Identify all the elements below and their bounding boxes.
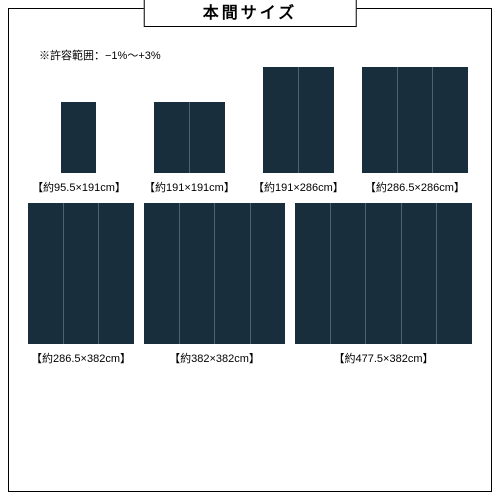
mat: 4.5畳	[362, 67, 468, 173]
mat-panel	[299, 67, 334, 173]
mat-panel	[263, 67, 299, 173]
mat: 6畳	[28, 203, 134, 344]
mat-panel	[433, 67, 468, 173]
size-item: 3畳【約191×286cm】	[253, 67, 344, 195]
size-item: 6畳【約286.5×382cm】	[28, 203, 134, 366]
mat-panel	[144, 203, 180, 344]
row: 6畳【約286.5×382cm】8畳【約382×382cm】10畳【約477.5…	[23, 203, 477, 366]
mat-label: 8畳	[144, 344, 285, 485]
mat-panel	[28, 203, 64, 344]
rows-container: 1畳【約95.5×191cm】2畳【約191×191cm】3畳【約191×286…	[9, 67, 491, 366]
mat: 10畳	[295, 203, 472, 344]
size-item: 4.5畳【約286.5×286cm】	[362, 67, 468, 195]
mat-panel	[295, 203, 331, 344]
mat-panel	[366, 203, 402, 344]
mat-panel	[61, 102, 96, 173]
mat-panel	[154, 102, 190, 173]
chart-frame: 本間サイズ ※許容範囲：−1%〜+3% 1畳【約95.5×191cm】2畳【約1…	[8, 8, 492, 492]
mat-panel	[215, 203, 251, 344]
mat: 8畳	[144, 203, 285, 344]
mat: 1畳	[61, 102, 96, 173]
size-item: 1畳【約95.5×191cm】	[32, 102, 126, 195]
size-item: 2畳【約191×191cm】	[144, 102, 235, 195]
size-item: 8畳【約382×382cm】	[144, 203, 285, 366]
mat-panel	[437, 203, 472, 344]
mat-panel	[331, 203, 367, 344]
mat-panel	[362, 67, 398, 173]
mat-panel	[251, 203, 286, 344]
mat-panel	[64, 203, 100, 344]
mat-panel	[190, 102, 225, 173]
mat: 3畳	[263, 67, 334, 173]
size-item: 10畳【約477.5×382cm】	[295, 203, 472, 366]
mat: 2畳	[154, 102, 225, 173]
mat-panel	[99, 203, 134, 344]
tolerance-note: ※許容範囲：−1%〜+3%	[39, 47, 491, 63]
mat-label: 10畳	[295, 344, 472, 485]
row: 1畳【約95.5×191cm】2畳【約191×191cm】3畳【約191×286…	[23, 67, 477, 195]
mat-label: 6畳	[28, 344, 134, 485]
mat-panel	[398, 67, 434, 173]
mat-panel	[402, 203, 438, 344]
mat-panel	[180, 203, 216, 344]
title: 本間サイズ	[144, 0, 357, 27]
